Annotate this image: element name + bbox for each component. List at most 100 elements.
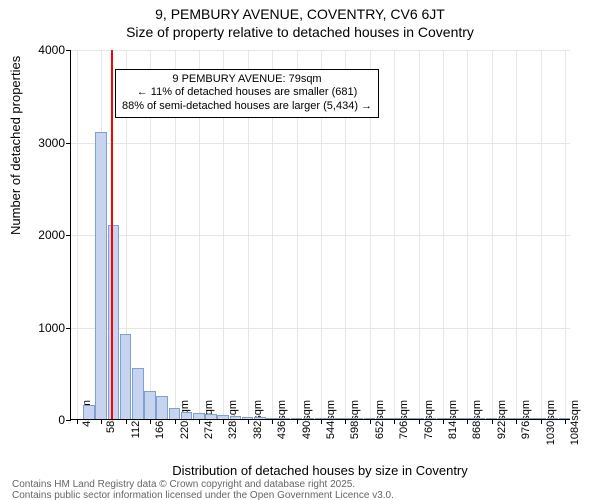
gridline-v xyxy=(492,50,493,419)
y-tick-mark xyxy=(66,420,71,421)
y-tick-mark xyxy=(66,50,71,51)
gridline-v xyxy=(516,50,517,419)
annotation-box: 9 PEMBURY AVENUE: 79sqm← 11% of detached… xyxy=(115,69,379,118)
x-tick-mark xyxy=(565,419,566,424)
x-tick-mark xyxy=(492,419,493,424)
annotation-line2: ← 11% of detached houses are smaller (68… xyxy=(122,86,372,100)
histogram-bar xyxy=(327,418,339,419)
x-tick-mark xyxy=(150,419,151,424)
x-tick-label: 760sqm xyxy=(423,400,435,450)
histogram-bar xyxy=(254,417,266,419)
x-axis-title: Distribution of detached houses by size … xyxy=(70,463,570,478)
x-tick-mark xyxy=(443,419,444,424)
histogram-bar xyxy=(449,418,461,419)
y-tick-label: 1000 xyxy=(5,321,65,335)
annotation-line3: 88% of semi-detached houses are larger (… xyxy=(122,100,372,114)
histogram-bar xyxy=(230,416,242,419)
histogram-bar xyxy=(217,415,229,419)
x-tick-label: 652sqm xyxy=(374,400,386,450)
y-tick-mark xyxy=(66,143,71,144)
histogram-bar xyxy=(120,334,132,419)
histogram-bar xyxy=(291,418,303,419)
histogram-bar xyxy=(242,417,254,419)
x-tick-label: 544sqm xyxy=(325,400,337,450)
x-tick-mark xyxy=(297,419,298,424)
histogram-bar xyxy=(156,396,168,419)
histogram-bar xyxy=(83,405,95,419)
histogram-bar xyxy=(339,418,351,419)
histogram-bar xyxy=(351,418,363,419)
chart-root: 9, PEMBURY AVENUE, COVENTRY, CV6 6JT Siz… xyxy=(0,0,600,500)
x-tick-label: 1084sqm xyxy=(569,400,581,450)
histogram-bar xyxy=(486,418,498,419)
gridline-v xyxy=(565,50,566,419)
x-tick-mark xyxy=(394,419,395,424)
gridline-v xyxy=(77,50,78,419)
histogram-bar xyxy=(181,412,193,419)
histogram-bar xyxy=(315,418,327,419)
x-tick-mark xyxy=(419,419,420,424)
x-tick-label: 868sqm xyxy=(471,400,483,450)
x-tick-label: 922sqm xyxy=(496,400,508,450)
histogram-bar xyxy=(376,418,388,419)
chart-title-line2: Size of property relative to detached ho… xyxy=(0,24,600,40)
histogram-bar xyxy=(461,418,473,419)
x-tick-mark xyxy=(77,419,78,424)
x-tick-mark xyxy=(516,419,517,424)
x-tick-mark xyxy=(223,419,224,424)
x-tick-label: 706sqm xyxy=(398,400,410,450)
histogram-bar xyxy=(266,418,278,419)
y-tick-label: 3000 xyxy=(5,136,65,150)
x-tick-label: 814sqm xyxy=(447,400,459,450)
histogram-bar xyxy=(144,391,156,419)
footnote-line2: Contains public sector information licen… xyxy=(12,490,394,500)
gridline-v xyxy=(467,50,468,419)
gridline-v xyxy=(443,50,444,419)
x-tick-label: 976sqm xyxy=(520,400,532,450)
histogram-bar xyxy=(388,418,400,419)
y-tick-label: 2000 xyxy=(5,228,65,242)
gridline-v xyxy=(541,50,542,419)
footnote-line1: Contains HM Land Registry data © Crown c… xyxy=(12,479,355,490)
x-tick-label: 1030sqm xyxy=(545,400,557,450)
x-tick-mark xyxy=(370,419,371,424)
histogram-bar xyxy=(278,418,290,419)
x-tick-label: 436sqm xyxy=(276,400,288,450)
histogram-bar xyxy=(473,418,485,419)
histogram-bar xyxy=(303,418,315,419)
x-tick-label: 274sqm xyxy=(203,400,215,450)
y-tick-mark xyxy=(66,235,71,236)
histogram-bar xyxy=(547,418,559,419)
x-tick-mark xyxy=(101,419,102,424)
histogram-bar xyxy=(364,418,376,419)
x-tick-mark xyxy=(272,419,273,424)
x-tick-label: 490sqm xyxy=(301,400,313,450)
x-tick-mark xyxy=(467,419,468,424)
histogram-bar xyxy=(412,418,424,419)
histogram-bar xyxy=(205,414,217,419)
histogram-bar xyxy=(510,418,522,419)
gridline-v xyxy=(394,50,395,419)
histogram-bar xyxy=(522,418,534,419)
gridline-v xyxy=(419,50,420,419)
reference-line xyxy=(111,50,113,419)
histogram-bar xyxy=(498,418,510,419)
x-tick-label: 220sqm xyxy=(179,400,191,450)
y-tick-mark xyxy=(66,328,71,329)
x-tick-mark xyxy=(126,419,127,424)
histogram-bar xyxy=(400,418,412,419)
x-tick-mark xyxy=(541,419,542,424)
histogram-bar xyxy=(559,418,571,419)
histogram-bar xyxy=(534,418,546,419)
x-tick-mark xyxy=(345,419,346,424)
x-tick-mark xyxy=(175,419,176,424)
chart-title-line1: 9, PEMBURY AVENUE, COVENTRY, CV6 6JT xyxy=(0,6,600,22)
x-tick-mark xyxy=(199,419,200,424)
x-tick-label: 328sqm xyxy=(227,400,239,450)
x-tick-mark xyxy=(248,419,249,424)
histogram-bar xyxy=(132,368,144,419)
histogram-bar xyxy=(108,225,120,419)
histogram-bar xyxy=(169,408,181,419)
plot-area: 4sqm58sqm112sqm166sqm220sqm274sqm328sqm3… xyxy=(70,50,570,420)
histogram-bar xyxy=(437,418,449,419)
